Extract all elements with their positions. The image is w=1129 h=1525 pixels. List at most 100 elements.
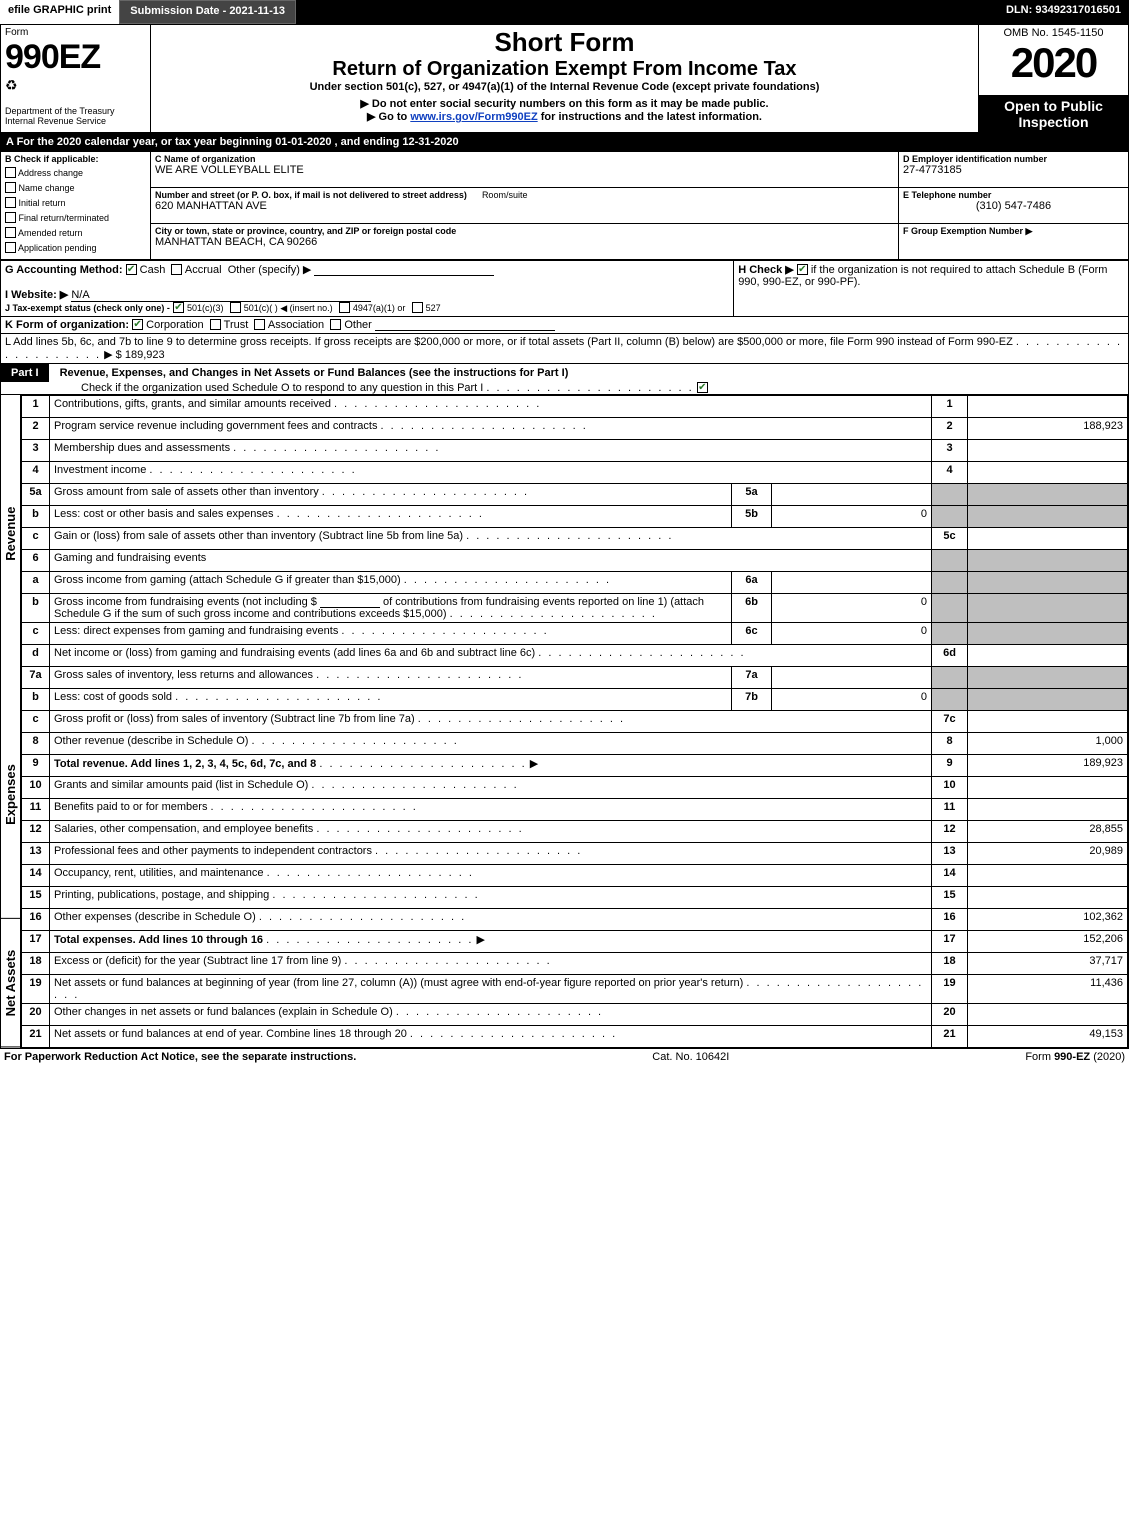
- line-row: bGross income from fundraising events (n…: [22, 593, 1128, 622]
- part1-schedule-o-checkbox[interactable]: [697, 382, 708, 393]
- k-trust-checkbox[interactable]: [210, 319, 221, 330]
- line-row: 4Investment income 4: [22, 461, 1128, 483]
- line-ref: 2: [932, 417, 968, 439]
- line-row: bLess: cost of goods sold 7b0: [22, 688, 1128, 710]
- line-number: 11: [22, 798, 50, 820]
- line-desc: Salaries, other compensation, and employ…: [50, 820, 932, 842]
- line-number: b: [22, 688, 50, 710]
- box-l-row: L Add lines 5b, 6c, and 7b to line 9 to …: [0, 334, 1129, 364]
- line-amount: [968, 395, 1128, 417]
- box-b-checkbox[interactable]: [5, 212, 16, 223]
- line-ref: 11: [932, 798, 968, 820]
- k-assoc-label: Association: [268, 319, 324, 331]
- line-row: 2Program service revenue including gover…: [22, 417, 1128, 439]
- box-b-label: B Check if applicable:: [5, 154, 146, 164]
- j-4947-checkbox[interactable]: [339, 302, 350, 313]
- line-amount: 37,717: [968, 952, 1128, 974]
- pra-notice: For Paperwork Reduction Act Notice, see …: [4, 1051, 356, 1063]
- line-ref: 14: [932, 864, 968, 886]
- line-row: bLess: cost or other basis and sales exp…: [22, 505, 1128, 527]
- line-row: 13Professional fees and other payments t…: [22, 842, 1128, 864]
- irs-link[interactable]: www.irs.gov/Form990EZ: [410, 111, 537, 123]
- accrual-checkbox[interactable]: [171, 264, 182, 275]
- sub-line-amount: [772, 666, 932, 688]
- line-ref: 5c: [932, 527, 968, 549]
- line-desc: Less: cost or other basis and sales expe…: [50, 505, 732, 527]
- sub-line-number: 6a: [732, 571, 772, 593]
- recycle-icon: ♻: [5, 77, 146, 94]
- box-b-checkbox[interactable]: [5, 197, 16, 208]
- line-ref: 1: [932, 395, 968, 417]
- line-number: 20: [22, 1003, 50, 1025]
- line-row: aGross income from gaming (attach Schedu…: [22, 571, 1128, 593]
- form-number: 990EZ: [5, 38, 146, 77]
- line-ref: 10: [932, 776, 968, 798]
- box-b-checkbox[interactable]: [5, 242, 16, 253]
- line-desc: Gross profit or (loss) from sales of inv…: [50, 710, 932, 732]
- line-desc: Gain or (loss) from sale of assets other…: [50, 527, 932, 549]
- line-amount-gray: [968, 666, 1128, 688]
- line-amount-gray: [968, 622, 1128, 644]
- line-number: 14: [22, 864, 50, 886]
- box-b-checkbox[interactable]: [5, 227, 16, 238]
- k-trust-label: Trust: [224, 319, 249, 331]
- j-501c3-checkbox[interactable]: [173, 302, 184, 313]
- box-k-label: K Form of organization:: [5, 319, 129, 331]
- line-number: 8: [22, 732, 50, 754]
- line-number: 10: [22, 776, 50, 798]
- line-row: 7aGross sales of inventory, less returns…: [22, 666, 1128, 688]
- form-word: Form: [5, 27, 146, 38]
- sub-line-amount: 0: [772, 593, 932, 622]
- line-amount: [968, 439, 1128, 461]
- part1-header: Part I Revenue, Expenses, and Changes in…: [0, 364, 1129, 395]
- line-number: 19: [22, 974, 50, 1003]
- tax-year: 2020: [983, 39, 1124, 87]
- line-number: c: [22, 710, 50, 732]
- line-number: 21: [22, 1025, 50, 1047]
- k-other-input[interactable]: [375, 319, 555, 331]
- line-ref: 12: [932, 820, 968, 842]
- sub-line-number: 6b: [732, 593, 772, 622]
- line-desc: Net assets or fund balances at beginning…: [50, 974, 932, 1003]
- box-b-checkbox[interactable]: [5, 167, 16, 178]
- line-row: 9Total revenue. Add lines 1, 2, 3, 4, 5c…: [22, 754, 1128, 776]
- box-l-text: L Add lines 5b, 6c, and 7b to line 9 to …: [5, 336, 1013, 348]
- other-specify-input[interactable]: [314, 264, 494, 276]
- k-other-checkbox[interactable]: [330, 319, 341, 330]
- box-l-prefix: ▶ $: [104, 349, 122, 361]
- box-b-option-label: Final return/terminated: [16, 213, 109, 223]
- k-assoc-checkbox[interactable]: [254, 319, 265, 330]
- line-desc: Program service revenue including govern…: [50, 417, 932, 439]
- line-amount: [968, 864, 1128, 886]
- line-amount: [968, 527, 1128, 549]
- k-corp-checkbox[interactable]: [132, 319, 143, 330]
- line-number: b: [22, 593, 50, 622]
- box-b-option: Initial return: [5, 197, 146, 209]
- line-ref-gray: [932, 505, 968, 527]
- line-ref: 16: [932, 908, 968, 930]
- j-527-checkbox[interactable]: [412, 302, 423, 313]
- street-label-text: Number and street (or P. O. box, if mail…: [155, 190, 467, 200]
- sub-line-amount: [772, 483, 932, 505]
- ein-value: 27-4773185: [903, 164, 1124, 176]
- line-row: dNet income or (loss) from gaming and fu…: [22, 644, 1128, 666]
- street-value: 620 MANHATTAN AVE: [155, 200, 894, 212]
- sub-line-amount: 0: [772, 622, 932, 644]
- line-ref: 18: [932, 952, 968, 974]
- line-number: b: [22, 505, 50, 527]
- line-number: 9: [22, 754, 50, 776]
- line-row: cGain or (loss) from sale of assets othe…: [22, 527, 1128, 549]
- line-desc: Less: cost of goods sold: [50, 688, 732, 710]
- part1-title: Revenue, Expenses, and Changes in Net As…: [52, 367, 569, 379]
- efile-print-label[interactable]: efile GRAPHIC print: [0, 0, 119, 24]
- vert-netassets: Net Assets: [1, 919, 20, 1047]
- line-row: 16Other expenses (describe in Schedule O…: [22, 908, 1128, 930]
- box-b-checkbox[interactable]: [5, 182, 16, 193]
- cash-checkbox[interactable]: [126, 264, 137, 275]
- line-row: 3Membership dues and assessments 3: [22, 439, 1128, 461]
- line-amount: [968, 644, 1128, 666]
- box-h-checkbox[interactable]: [797, 264, 808, 275]
- j-501c-checkbox[interactable]: [230, 302, 241, 313]
- line-number: 6: [22, 549, 50, 571]
- line-row: 15Printing, publications, postage, and s…: [22, 886, 1128, 908]
